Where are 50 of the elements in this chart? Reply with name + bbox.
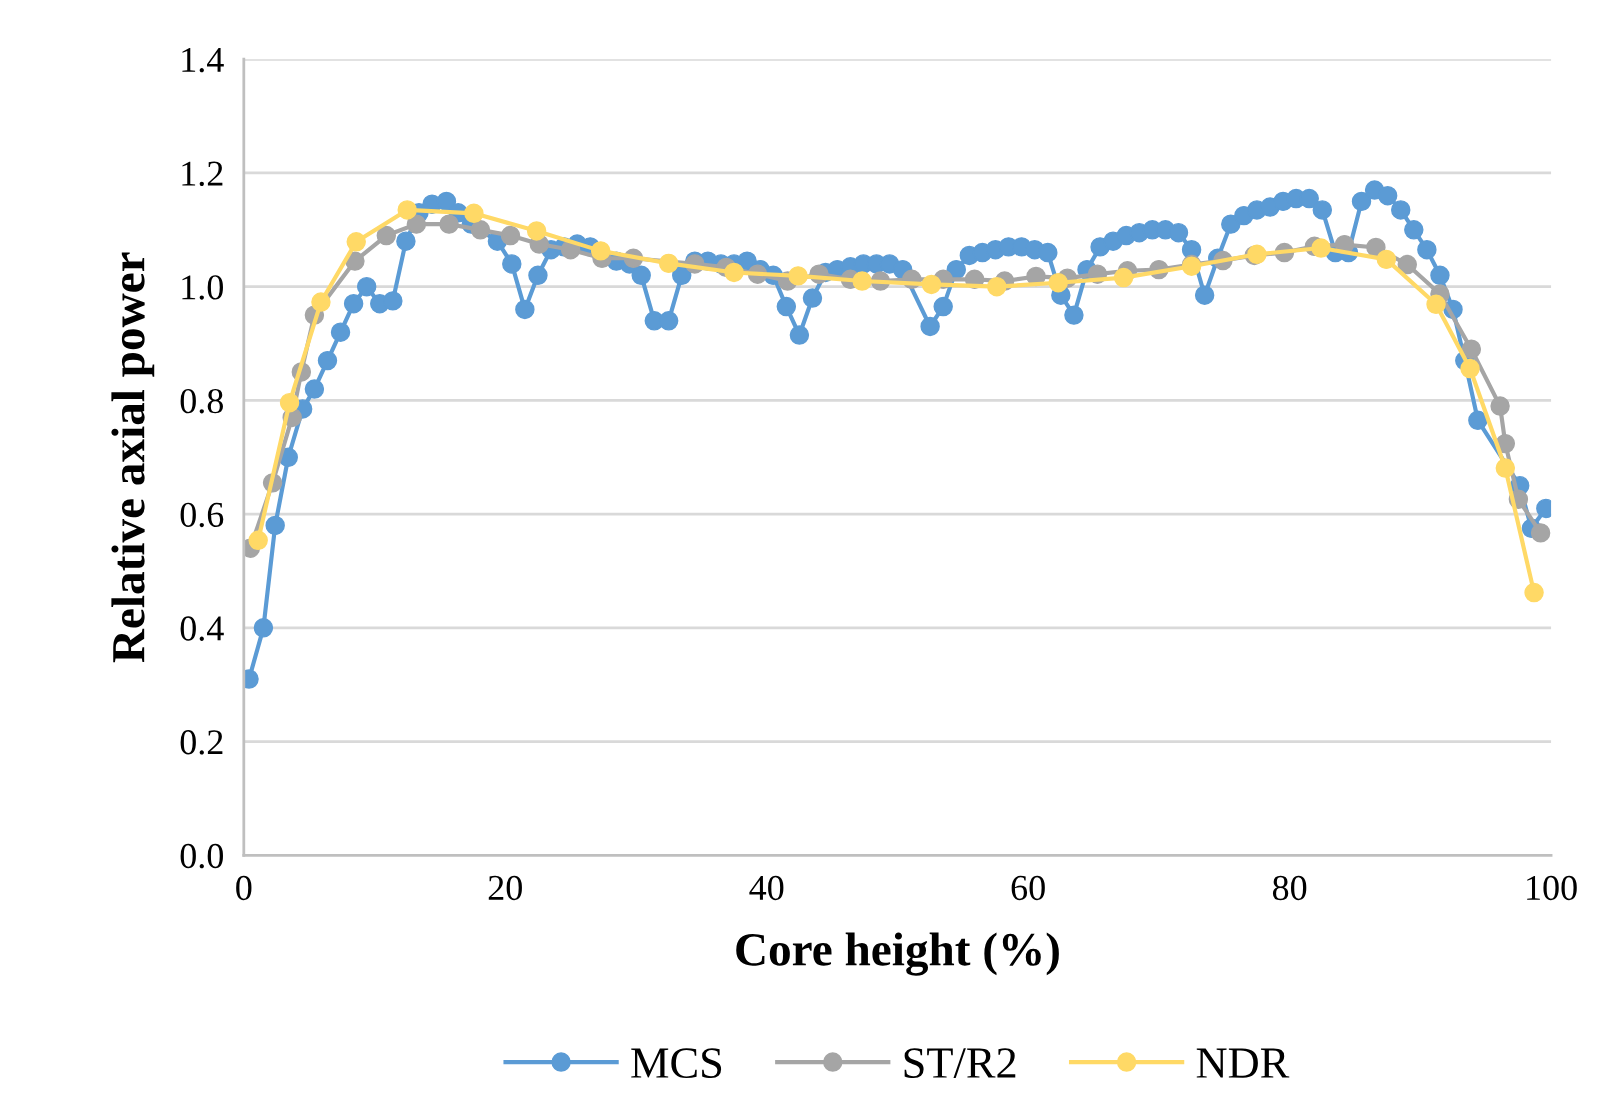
- point: [921, 274, 942, 295]
- point: [406, 214, 427, 234]
- point: [1461, 339, 1482, 359]
- point: [439, 214, 459, 234]
- point: [852, 271, 872, 291]
- point: [1460, 358, 1480, 379]
- point: [724, 262, 744, 283]
- y-tick-label: 0.4: [180, 616, 224, 641]
- point: [1376, 249, 1397, 270]
- point: [658, 253, 679, 274]
- point: [279, 392, 300, 413]
- point: [788, 266, 808, 286]
- x-tick-label: 40: [749, 875, 784, 901]
- point: [590, 241, 611, 261]
- point: [526, 221, 547, 241]
- point: [1524, 582, 1544, 603]
- point: [464, 203, 484, 224]
- point: [1397, 254, 1417, 275]
- x-tick-label: 60: [1011, 875, 1045, 901]
- point: [311, 292, 331, 312]
- y-tick-label: 0.0: [180, 843, 223, 869]
- y-tick-label: 1.0: [182, 275, 223, 300]
- legend-label: ST/R2: [904, 1048, 1016, 1079]
- y-tick-label: 0.8: [180, 388, 223, 414]
- legend-label: MCS: [631, 1048, 722, 1079]
- point: [1311, 238, 1331, 258]
- point: [1426, 294, 1446, 315]
- y-tick-label: 1.4: [182, 47, 224, 73]
- x-axis-title: Core height (%): [736, 932, 1059, 976]
- point: [1113, 267, 1134, 288]
- point: [1495, 458, 1516, 478]
- point: [376, 225, 397, 246]
- x-tick-label: 0: [236, 875, 252, 901]
- y-tick-label: 0.6: [180, 502, 224, 528]
- legend-label: NDR: [1196, 1048, 1290, 1078]
- x-tick-label: 20: [488, 875, 522, 901]
- point: [500, 225, 521, 246]
- point: [1048, 272, 1068, 293]
- y-tick-label: 0.2: [180, 730, 223, 755]
- x-tick-label: 80: [1272, 875, 1307, 901]
- point: [1490, 396, 1510, 416]
- point: [470, 220, 491, 240]
- y-tick-label: 1.2: [182, 161, 223, 187]
- point: [1530, 523, 1551, 543]
- x-tick-label: 100: [1527, 875, 1577, 901]
- point: [987, 276, 1007, 297]
- point: [248, 530, 268, 550]
- point: [397, 200, 417, 220]
- point: [346, 232, 366, 252]
- y-axis-title: Relative axial power: [111, 252, 155, 663]
